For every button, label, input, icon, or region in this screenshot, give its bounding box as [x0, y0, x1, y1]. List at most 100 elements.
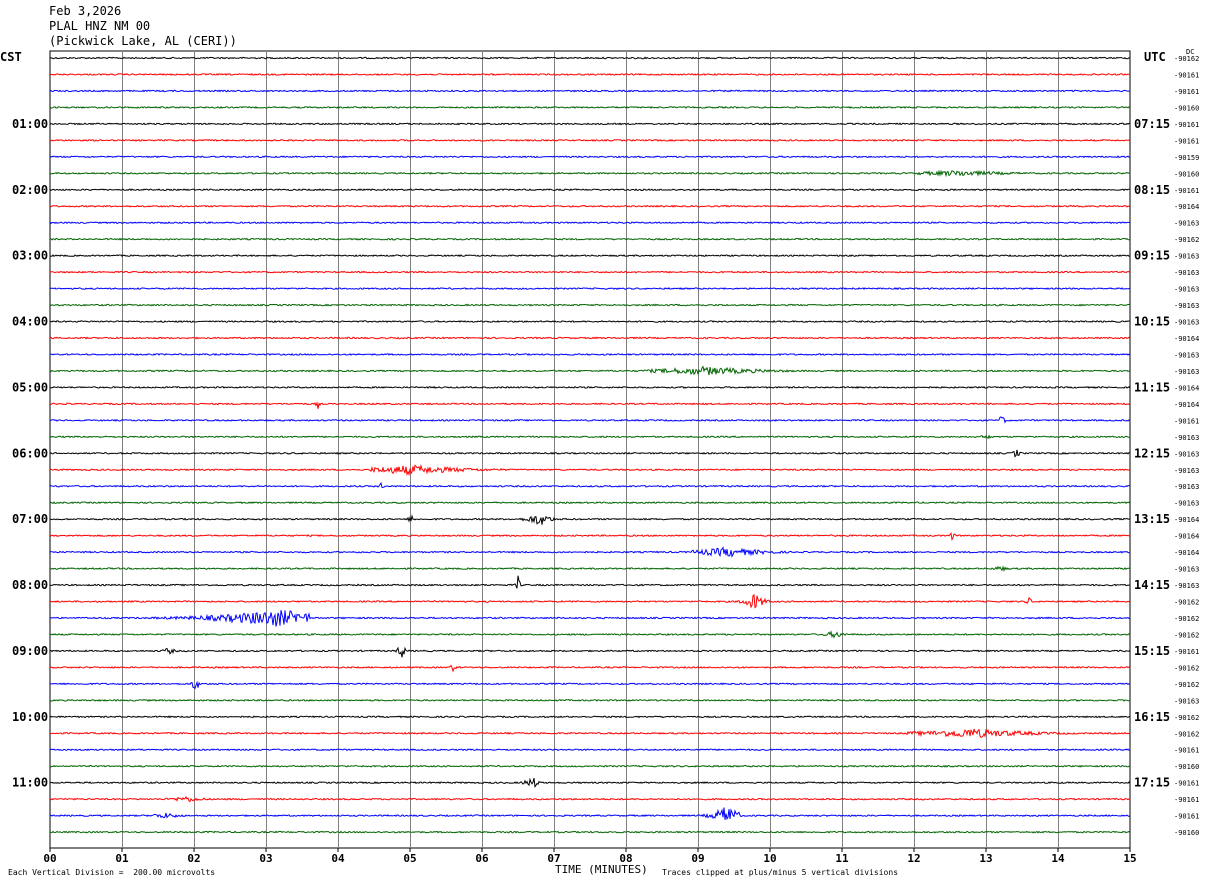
trace-line: [49, 237, 1131, 241]
trace-line: [49, 664, 1131, 673]
dc-offset-label: -90163: [1174, 368, 1199, 376]
right-hour-label: 14:15: [1134, 578, 1170, 592]
dc-offset-label: -90163: [1174, 500, 1199, 508]
trace-line: [49, 365, 1131, 376]
x-tick-label: 10: [763, 852, 776, 865]
trace-line: [49, 593, 1131, 609]
dc-offset-label: -90160: [1174, 104, 1199, 112]
dc-offset-label: -90163: [1174, 302, 1199, 310]
trace-line: [49, 630, 1131, 639]
dc-offset-label: -90163: [1174, 286, 1199, 294]
trace-line: [49, 698, 1131, 702]
trace-line: [49, 501, 1131, 505]
x-tick-label: 03: [259, 852, 272, 865]
dc-offset-label: -90162: [1174, 599, 1199, 607]
dc-offset-label: -90161: [1174, 88, 1199, 96]
x-tick-label: 08: [619, 852, 632, 865]
dc-offset-label: -90160: [1174, 170, 1199, 178]
dc-offset-label: -90161: [1174, 71, 1199, 79]
header-date: Feb 3,2026: [49, 4, 122, 18]
trace-line: [49, 646, 1131, 658]
dc-offset-label: -90163: [1174, 450, 1199, 458]
dc-offset-label: -90162: [1174, 631, 1199, 639]
x-tick-label: 05: [403, 852, 416, 865]
dc-offset-label: -90163: [1174, 220, 1199, 228]
dc-offset-label: -90163: [1174, 697, 1199, 705]
left-hour-label: 06:00: [12, 446, 48, 460]
trace-line: [49, 777, 1131, 788]
trace-line: [49, 287, 1131, 291]
trace-line: [49, 221, 1131, 225]
trace-line: [49, 807, 1131, 821]
right-hour-label: 15:15: [1134, 644, 1170, 658]
left-hour-label: 08:00: [12, 578, 48, 592]
dc-offset-label: -90164: [1174, 549, 1199, 557]
trace-line: [49, 416, 1131, 424]
x-tick-label: 04: [331, 852, 345, 865]
trace-line: [49, 575, 1131, 589]
right-hour-label: 10:15: [1134, 315, 1170, 329]
dc-offset-label: -90162: [1174, 681, 1199, 689]
dc-offset-label: -90163: [1174, 351, 1199, 359]
right-hour-label: 13:15: [1134, 512, 1170, 526]
dc-offset-label: -90161: [1174, 137, 1199, 145]
dc-offset-label: -90162: [1174, 615, 1199, 623]
trace-line: [50, 254, 1131, 258]
trace-line: [49, 169, 1131, 178]
left-hour-label: 07:00: [12, 512, 48, 526]
left-hour-label: 01:00: [12, 117, 48, 131]
x-tick-label: 09: [691, 852, 704, 865]
x-tick-label: 12: [907, 852, 920, 865]
dc-offset-label: -90160: [1174, 763, 1199, 771]
trace-line: [49, 532, 1131, 542]
left-hour-label: 10:00: [12, 710, 48, 724]
dc-offset-label: -90159: [1174, 154, 1199, 162]
left-hour-label: 02:00: [12, 183, 48, 197]
dc-offset-label: -90163: [1174, 434, 1199, 442]
trace-line: [49, 385, 1131, 389]
trace-line: [49, 89, 1130, 93]
trace-line: [49, 319, 1131, 323]
dc-offset-label: -90163: [1174, 269, 1199, 277]
trace-line: [49, 72, 1131, 76]
dc-offset-label: -90163: [1174, 483, 1199, 491]
x-tick-label: 07: [547, 852, 560, 865]
left-hour-label: 09:00: [12, 644, 48, 658]
dc-offset-label: -90161: [1174, 417, 1199, 425]
dc-offset-label: -90162: [1174, 714, 1199, 722]
trace-line: [49, 155, 1131, 159]
dc-offset-label: -90161: [1174, 780, 1199, 788]
trace-line: [49, 764, 1131, 768]
trace-line: [49, 715, 1131, 719]
dc-offset-label: -90161: [1174, 648, 1199, 656]
trace-line: [49, 336, 1131, 340]
scale-note: Each Vertical Division = 200.00 microvol…: [8, 868, 216, 877]
right-timezone-label: UTC: [1144, 50, 1166, 64]
right-hour-label: 17:15: [1134, 776, 1170, 790]
x-tick-label: 02: [187, 852, 200, 865]
trace-line: [49, 795, 1131, 803]
dc-offset-label: -90163: [1174, 467, 1199, 475]
trace-line: [49, 434, 1131, 440]
dc-offset-label: -90164: [1174, 335, 1199, 343]
dc-offset-label: -90164: [1174, 516, 1199, 524]
dc-offset-label: -90163: [1174, 582, 1199, 590]
x-tick-label: 06: [475, 852, 489, 865]
plot-frame: [49, 50, 1131, 849]
trace-line: [49, 610, 1131, 627]
x-tick-label: 11: [835, 852, 849, 865]
dc-offset-label: -90160: [1174, 829, 1199, 837]
left-hour-label: 05:00: [12, 380, 48, 394]
trace-line: [49, 204, 1131, 208]
trace-line: [49, 188, 1130, 192]
dc-offset-label: -90162: [1174, 664, 1199, 672]
left-timezone-label: CST: [0, 50, 22, 64]
x-tick-label: 01: [115, 852, 129, 865]
trace-line: [49, 463, 1131, 477]
trace-line: [49, 565, 1130, 573]
right-hour-label: 08:15: [1134, 183, 1170, 197]
dc-offset-label: -90163: [1174, 566, 1199, 574]
dc-offset-label: -90164: [1174, 533, 1199, 541]
clip-note: Traces clipped at plus/minus 5 vertical …: [662, 868, 899, 877]
trace-line: [49, 680, 1131, 690]
